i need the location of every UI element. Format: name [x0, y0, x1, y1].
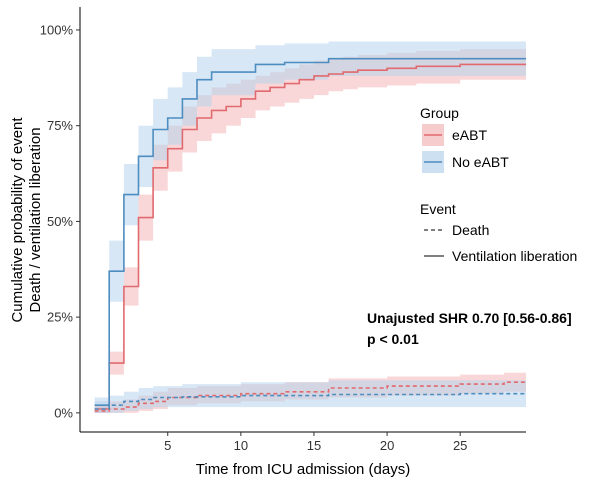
line-no-eabt-death: [94, 392, 526, 410]
legend-label-eabt: eABT: [452, 127, 487, 143]
line-eabt-death: [94, 381, 526, 412]
y-tick-label: 0%: [54, 405, 73, 420]
series-lines: [94, 57, 526, 412]
y-axis-title-line1: Cumulative probability of event: [9, 117, 26, 323]
legend-event-title: Event: [420, 201, 456, 217]
y-tick-label: 75%: [47, 118, 73, 133]
legend-label-ventilation-liberation: Ventilation liberation: [452, 248, 577, 264]
band-no-eabt-death: [94, 380, 526, 413]
legend: Group eABT No eABT Event Death Ventilati…: [420, 105, 577, 264]
x-tick-label: 10: [234, 438, 248, 453]
legend-label-death: Death: [452, 222, 489, 238]
x-tick-label: 25: [453, 438, 467, 453]
x-tick-label: 15: [307, 438, 321, 453]
legend-label-no-eabt: No eABT: [452, 154, 509, 170]
x-axis-title: Time from ICU admission (days): [196, 461, 410, 478]
y-axis-title-line2: Death / ventilation liberation: [27, 127, 44, 312]
x-tick-label: 20: [380, 438, 394, 453]
band-eabt-ventilation-liberation: [94, 49, 526, 413]
line-eabt-ventilation-liberation: [94, 63, 526, 410]
y-tick-label: 50%: [47, 214, 73, 229]
p-value-annotation: p < 0.01: [367, 331, 419, 347]
confidence-bands: [94, 41, 526, 413]
legend-group-title: Group: [420, 105, 459, 121]
x-tick-label: 5: [164, 438, 171, 453]
axis-ticks: 5 10 15 20 25 0% 25% 50% 75% 100%: [40, 22, 468, 453]
line-no-eabt-ventilation-liberation: [94, 57, 526, 406]
shr-annotation: Unajusted SHR 0.70 [0.56-0.86]: [367, 310, 572, 326]
y-tick-label: 25%: [47, 310, 73, 325]
y-tick-label: 100%: [40, 22, 74, 37]
